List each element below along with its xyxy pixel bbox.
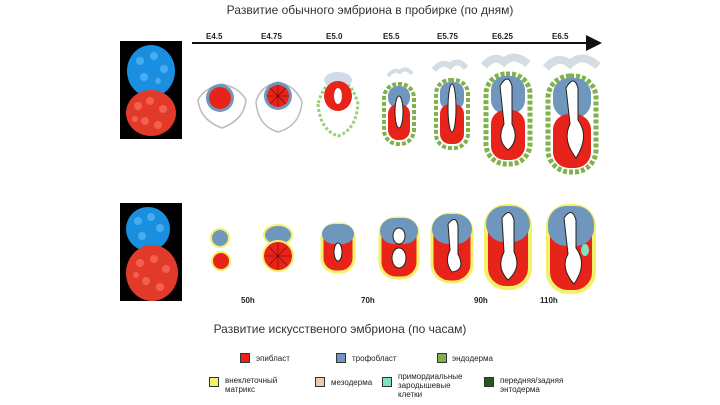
day-label: E4.5 bbox=[206, 32, 223, 41]
synthetic-stage-6 bbox=[484, 204, 532, 290]
synthetic-stage-3 bbox=[320, 222, 356, 274]
legend-swatch-mesoderm bbox=[315, 377, 325, 387]
legend-label-epiblast: эпибласт bbox=[256, 354, 290, 363]
legend-swatch-epiblast bbox=[240, 353, 250, 363]
micrograph-synthetic-embryo bbox=[120, 203, 182, 301]
stage-e5-0 bbox=[316, 72, 360, 138]
stage-e6-25 bbox=[480, 53, 533, 167]
legend-label-mesoderm: мезодерма bbox=[331, 378, 373, 387]
day-label: E5.75 bbox=[437, 32, 458, 41]
legend-label-trophoblast: трофобласт bbox=[352, 354, 397, 363]
title-synthetic-embryo: Развитие искусственого эмбриона (по часа… bbox=[213, 322, 467, 336]
stage-e5-75 bbox=[431, 59, 470, 150]
hour-label: 90h bbox=[474, 296, 488, 305]
synthetic-stage-7 bbox=[546, 204, 596, 294]
day-label: E5.5 bbox=[383, 32, 400, 41]
title-natural-embryo: Развитие обычного эмбриона в пробирке (п… bbox=[226, 3, 514, 17]
stage-e4-75 bbox=[255, 81, 303, 133]
legend-label-matrix: внеклеточный матрикс bbox=[225, 376, 278, 394]
day-label: E6.25 bbox=[492, 32, 513, 41]
stage-e4-5 bbox=[197, 83, 247, 129]
legend-swatch-ap-endoderm bbox=[484, 377, 494, 387]
hour-label: 50h bbox=[241, 296, 255, 305]
legend-swatch-trophoblast bbox=[336, 353, 346, 363]
stage-e6-5 bbox=[542, 54, 601, 175]
stage-e5-5 bbox=[382, 67, 416, 146]
day-label: E6.5 bbox=[552, 32, 569, 41]
legend-label-ap-endoderm: передняя/задняя энтодерма bbox=[500, 376, 564, 394]
synthetic-stage-5 bbox=[430, 212, 474, 284]
legend-swatch-matrix bbox=[209, 377, 219, 387]
legend-label-pgc: примордиальные зародышевые клетки bbox=[398, 372, 463, 399]
synthetic-stage-2 bbox=[262, 224, 294, 272]
hour-label: 70h bbox=[361, 296, 375, 305]
legend-swatch-pgc bbox=[382, 377, 392, 387]
micrograph-natural-embryo bbox=[120, 41, 182, 139]
synthetic-stage-1 bbox=[210, 228, 231, 271]
legend-label-endoderm: эндодерма bbox=[452, 354, 493, 363]
synthetic-stage-4 bbox=[378, 216, 420, 280]
legend-swatch-endoderm bbox=[437, 353, 447, 363]
day-label: E5.0 bbox=[326, 32, 343, 41]
hour-label: 110h bbox=[540, 296, 558, 305]
day-label: E4.75 bbox=[261, 32, 282, 41]
